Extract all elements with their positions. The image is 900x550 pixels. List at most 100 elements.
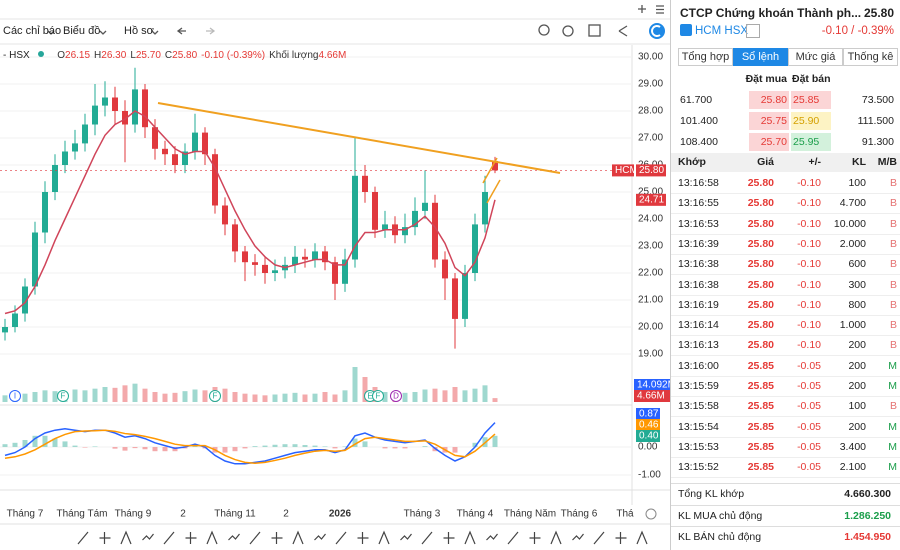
draw-tool[interactable]	[550, 530, 562, 545]
share-icon[interactable]	[618, 25, 628, 37]
draw-tool[interactable]	[486, 533, 498, 541]
orderbook-header: Đặt bán	[792, 73, 831, 85]
event-label: E	[367, 392, 372, 401]
trade-cell: -0.10	[797, 298, 821, 311]
draw-tool[interactable]	[77, 531, 89, 545]
macd-hist	[492, 435, 498, 447]
draw-tool[interactable]	[206, 530, 218, 545]
macd-hist	[122, 447, 128, 451]
draw-tool[interactable]	[185, 532, 197, 544]
trade-row-line	[671, 456, 900, 458]
draw-tool[interactable]	[335, 531, 347, 545]
draw-tool[interactable]	[464, 530, 476, 545]
event-marker	[390, 390, 402, 402]
draw-tool[interactable]	[292, 530, 304, 545]
summary-line	[671, 483, 900, 484]
trade-cell: 13:16:38	[678, 258, 719, 271]
trade-cell: 13:16:38	[678, 278, 719, 291]
trade-row-line	[671, 274, 900, 276]
draw-tool[interactable]	[271, 532, 283, 544]
caret[interactable]	[99, 30, 107, 35]
trade-cell: -0.05	[797, 440, 821, 453]
draw-tool[interactable]	[163, 531, 175, 545]
event-label: F	[376, 392, 381, 401]
price-badge-label-bg	[612, 164, 634, 177]
draw-tool[interactable]	[99, 532, 111, 544]
indicators-button[interactable]: Các chỉ báo	[3, 25, 62, 37]
x-tick-label: 2026	[329, 509, 352, 520]
y-tick-label: 23.00	[638, 241, 663, 252]
change: -0.10 / -0.39%	[821, 25, 894, 37]
volume-badge: 4.66M	[637, 391, 665, 402]
draw-tool[interactable]	[572, 533, 584, 541]
candle-body	[422, 202, 428, 211]
trade-cell: -0.05	[797, 461, 821, 474]
tab[interactable]: Mức giá	[788, 48, 843, 66]
draw-tool[interactable]	[421, 531, 433, 545]
caret[interactable]	[151, 30, 159, 35]
price: 25.80	[863, 6, 894, 20]
trade-header: Giá	[757, 156, 774, 168]
event-marker	[372, 390, 384, 402]
tab[interactable]: Thống kê	[843, 48, 898, 66]
x-tick-label: Tháng 9	[115, 509, 152, 520]
draw-tool[interactable]	[443, 532, 455, 544]
tab[interactable]: Sổ lệnh	[733, 48, 788, 66]
candle-body	[332, 262, 338, 284]
ask-price: 25.90	[791, 112, 831, 130]
draw-tool[interactable]	[615, 532, 627, 544]
volume-ma-badge-bg	[634, 379, 670, 391]
draw-tool[interactable]	[529, 532, 541, 544]
trade-row-line	[671, 355, 900, 357]
candle-body	[32, 232, 38, 287]
event-marker	[209, 390, 221, 402]
profile-button[interactable]: Hồ sơ	[124, 25, 154, 37]
volume-bar	[52, 391, 58, 402]
trade-cell: 4.700	[839, 197, 866, 210]
legend-value: 26.30	[101, 50, 127, 61]
trade-cell: 25.85	[747, 461, 774, 474]
draw-tool[interactable]	[314, 533, 326, 541]
candle-body	[442, 259, 448, 279]
draw-tool[interactable]	[636, 530, 648, 545]
macd-hist	[62, 441, 68, 447]
candle-body	[112, 97, 118, 111]
symbol[interactable]: HCM HSX	[695, 25, 749, 37]
zoom-icon[interactable]	[538, 24, 550, 36]
macd-hist	[132, 447, 138, 449]
candle-body	[132, 89, 138, 125]
macd-hist	[352, 438, 358, 447]
volume-bar	[222, 388, 228, 402]
volume-bar	[232, 392, 238, 402]
undo-icon[interactable]	[176, 27, 186, 35]
draw-tool[interactable]	[593, 531, 605, 545]
trade-cell: 25.85	[747, 440, 774, 453]
draw-tool[interactable]	[378, 530, 390, 545]
volume-bar	[312, 393, 318, 402]
chart-type-button[interactable]: Biểu đồ	[63, 25, 101, 37]
plus-icon[interactable]	[638, 5, 646, 13]
draw-tool[interactable]	[142, 533, 154, 541]
symbol-icon	[680, 24, 692, 36]
x-tick-label: 2	[283, 509, 289, 520]
draw-tool[interactable]	[400, 533, 412, 541]
candle-body	[312, 251, 318, 260]
trade-cell: -0.10	[797, 177, 821, 189]
draw-tool[interactable]	[120, 530, 132, 545]
trade-row-line	[671, 213, 900, 215]
caret[interactable]	[47, 30, 55, 35]
candle-body	[382, 224, 388, 230]
draw-tool[interactable]	[249, 531, 261, 545]
volume-bar	[2, 395, 8, 402]
draw-tool[interactable]	[228, 533, 240, 541]
draw-tool[interactable]	[357, 532, 369, 544]
settings-icon[interactable]	[562, 25, 574, 37]
settings-icon[interactable]	[645, 508, 657, 520]
draw-tool[interactable]	[507, 531, 519, 545]
macd-hist	[162, 447, 168, 452]
redo-icon[interactable]	[206, 27, 216, 35]
menu-icon[interactable]	[656, 5, 664, 14]
fullscreen-icon[interactable]	[588, 24, 601, 37]
tab[interactable]: Tổng hợp	[678, 48, 733, 66]
edit-icon[interactable]	[746, 24, 760, 38]
